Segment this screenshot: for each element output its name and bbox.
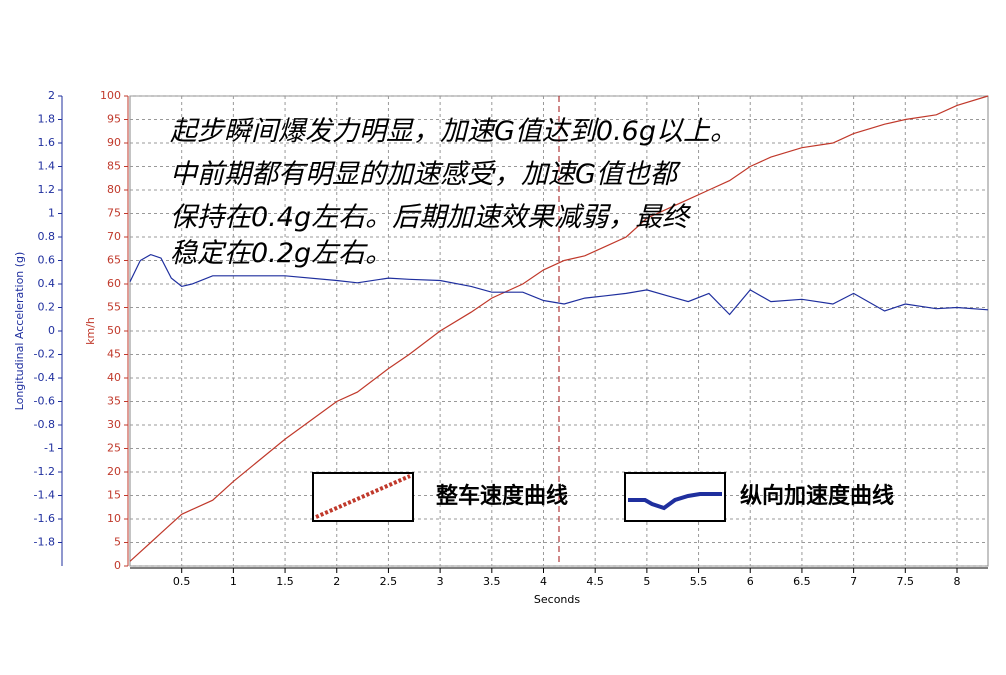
y2-tick-label: 1: [48, 207, 55, 220]
y2-tick-label: -0.2: [34, 348, 55, 361]
y2-tick-label: -0.6: [34, 395, 55, 408]
y2-tick-label: 0.4: [38, 277, 56, 290]
x-tick-label: 8: [953, 575, 960, 588]
y2-tick-label: 2: [48, 89, 55, 102]
y2-tick-label: 0.8: [38, 230, 56, 243]
y-tick-label: 10: [107, 512, 121, 525]
x-tick-label: 0.5: [173, 575, 191, 588]
y-tick-label: 60: [107, 277, 121, 290]
legend-box: [312, 472, 414, 522]
y2-tick-label: 1.2: [38, 183, 56, 196]
y2-tick-label: -0.4: [34, 371, 55, 384]
x-tick-label: 6.5: [793, 575, 811, 588]
legend-box: [624, 472, 726, 522]
y2-tick-label: -1.2: [34, 465, 55, 478]
y2-tick-label: 0.2: [38, 301, 56, 314]
x-tick-label: 3.5: [483, 575, 501, 588]
legend-label: 纵向加速度曲线: [740, 483, 894, 509]
legend-swatch: [315, 474, 411, 519]
y-tick-label: 85: [107, 160, 121, 173]
y2-tick-label: -1: [44, 442, 55, 455]
y-tick-label: 65: [107, 254, 121, 267]
annotation: 中前期都有明显的加速感受，加速G值也都: [170, 159, 682, 190]
annotation: 稳定在0.2g左右。: [170, 238, 392, 269]
y-tick-label: 55: [107, 301, 121, 314]
x-tick-label: 5: [643, 575, 650, 588]
y-tick-label: 15: [107, 489, 121, 502]
y2-tick-label: 1.6: [38, 136, 56, 149]
y-tick-label: 70: [107, 230, 121, 243]
y2-tick-label: 0.6: [38, 254, 56, 267]
legend-swatch: [628, 492, 722, 511]
y-tick-label: 20: [107, 465, 121, 478]
annotation: 起步瞬间爆发力明显，加速G值达到0.6g以上。: [170, 116, 737, 147]
x-tick-label: 5.5: [690, 575, 708, 588]
y-tick-label: 30: [107, 418, 121, 431]
y2-tick-label: -1.4: [34, 489, 55, 502]
legend: 整车速度曲线 纵向加速度曲线: [312, 472, 894, 522]
y-tick-label: 35: [107, 395, 121, 408]
y-tick-label: 0: [114, 559, 121, 572]
y-tick-label: 5: [114, 536, 121, 549]
y2-tick-label: 1.8: [38, 113, 56, 126]
x-tick-label: 4: [540, 575, 547, 588]
y-tick-label: 95: [107, 113, 121, 126]
x-tick-label: 2.5: [380, 575, 398, 588]
y-tick-label: 80: [107, 183, 121, 196]
x-axis-label: Seconds: [534, 593, 580, 606]
series-line: [129, 253, 989, 316]
y-tick-label: 75: [107, 207, 121, 220]
y-tick-label: 45: [107, 348, 121, 361]
y-axis-label: km/h: [84, 317, 97, 345]
x-tick-label: 2: [333, 575, 340, 588]
y-tick-label: 100: [100, 89, 121, 102]
y-tick-label: 40: [107, 371, 121, 384]
x-tick-label: 6: [747, 575, 754, 588]
y2-tick-label: -0.8: [34, 418, 55, 431]
annotation: 保持在0.4g左右。后期加速效果减弱，最终: [170, 202, 692, 233]
x-tick-label: 7: [850, 575, 857, 588]
y2-tick-label: -1.6: [34, 512, 55, 525]
y2-tick-label: 1.4: [38, 160, 56, 173]
legend-label: 整车速度曲线: [436, 483, 568, 509]
y-tick-label: 90: [107, 136, 121, 149]
x-tick-label: 7.5: [897, 575, 915, 588]
y-tick-label: 50: [107, 324, 121, 337]
x-tick-label: 4.5: [586, 575, 604, 588]
x-tick-label: 1.5: [276, 575, 294, 588]
x-tick-label: 3: [437, 575, 444, 588]
x-tick-label: 1: [230, 575, 237, 588]
y-tick-label: 25: [107, 442, 121, 455]
y2-axis-label: Longitudinal Acceleration (g): [13, 252, 26, 411]
y2-tick-label: 0: [48, 324, 55, 337]
series-line: [129, 95, 989, 562]
y2-tick-label: -1.8: [34, 536, 55, 549]
